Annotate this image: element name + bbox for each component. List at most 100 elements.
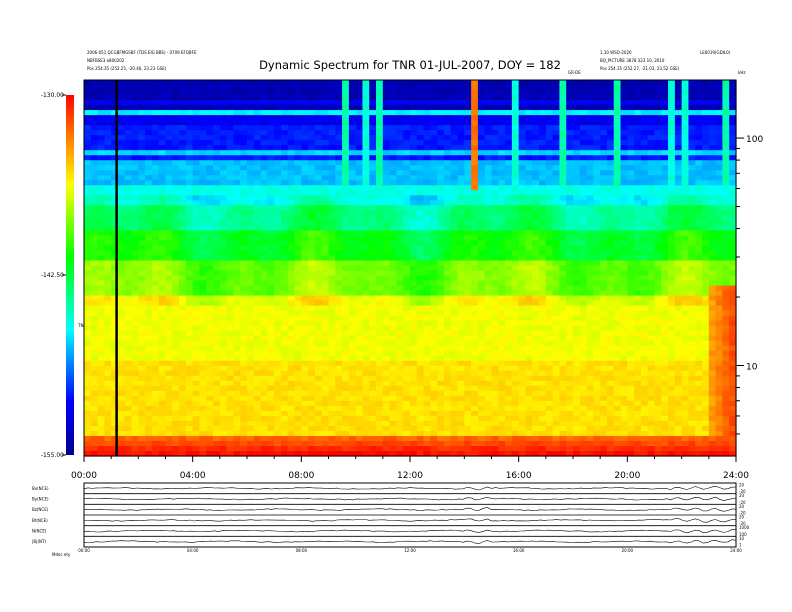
spectrogram-cell bbox=[484, 425, 493, 432]
spectrogram-cell bbox=[124, 285, 133, 292]
spectrogram-cell bbox=[416, 100, 425, 106]
spectrogram-cell bbox=[240, 85, 248, 91]
spectrogram-cell bbox=[308, 400, 316, 407]
spectrogram-cell bbox=[342, 315, 350, 322]
spectrogram-cell bbox=[505, 125, 513, 131]
spectrogram-cell bbox=[518, 160, 527, 166]
spectrogram-cell bbox=[226, 280, 235, 287]
spectrogram-cell bbox=[90, 245, 99, 252]
spectrogram-cell bbox=[138, 230, 146, 237]
spectrogram-cell bbox=[172, 145, 180, 151]
spectrogram-cell bbox=[104, 325, 112, 332]
spectrogram-cell bbox=[511, 415, 520, 422]
spectrogram-cell bbox=[199, 400, 207, 407]
spectrogram-cell bbox=[348, 105, 357, 111]
spectrogram-cell bbox=[403, 185, 411, 191]
spectrogram-cell bbox=[437, 160, 445, 166]
spectrogram-cell bbox=[382, 365, 391, 372]
spectrogram-cell bbox=[477, 225, 486, 231]
spectrogram-cell bbox=[117, 115, 126, 121]
spectrogram-cell bbox=[213, 350, 221, 357]
spectrogram-cell bbox=[233, 340, 241, 347]
spectrogram-cell bbox=[192, 290, 201, 297]
spectrogram-cell bbox=[111, 145, 119, 151]
spectrogram-cell bbox=[219, 345, 228, 352]
spectrogram-cell bbox=[505, 165, 513, 171]
spectrogram-cell bbox=[532, 150, 540, 156]
spectrogram-cell bbox=[369, 415, 377, 422]
spectrogram-cell bbox=[185, 250, 194, 257]
spectrogram-cell bbox=[321, 105, 330, 111]
spectrogram-cell bbox=[511, 440, 520, 447]
spectrogram-cell bbox=[165, 315, 173, 322]
spectrogram-cell bbox=[498, 345, 506, 352]
spectrogram-cell bbox=[240, 235, 248, 242]
spectrogram-cell bbox=[518, 140, 527, 146]
spectrogram-cell bbox=[145, 310, 153, 317]
spectrogram-cell bbox=[450, 160, 459, 166]
spectrogram-cell bbox=[301, 160, 309, 166]
spectrogram-cell bbox=[423, 450, 431, 457]
spectrogram-cell bbox=[240, 320, 248, 327]
spectrogram-cell bbox=[505, 200, 513, 206]
spectrogram-cell bbox=[84, 200, 92, 206]
spectrogram-cell bbox=[382, 80, 391, 86]
spectrogram-cell bbox=[355, 80, 364, 86]
spectrogram-cell bbox=[131, 345, 139, 352]
spectrogram-cell bbox=[90, 150, 99, 156]
spectrogram-cell bbox=[206, 315, 214, 322]
spectrogram-cell bbox=[131, 150, 139, 156]
spectrogram-cell bbox=[348, 220, 357, 226]
spectrogram-cell bbox=[165, 135, 173, 141]
spectrogram-cell bbox=[287, 130, 296, 136]
spectrogram-cell bbox=[403, 170, 411, 176]
spectrogram-cell bbox=[423, 405, 431, 412]
spectrogram-cell bbox=[111, 260, 119, 267]
spectrogram-cell bbox=[90, 340, 99, 347]
spectrogram-cell bbox=[477, 435, 486, 442]
spectrogram-cell bbox=[525, 250, 533, 257]
spectrogram-cell bbox=[172, 210, 180, 216]
spectrogram-cell bbox=[213, 95, 221, 101]
spectrogram-cell bbox=[192, 340, 201, 347]
spectrogram-cell bbox=[145, 315, 153, 322]
spectrogram-cell bbox=[151, 150, 160, 156]
spectrogram-cell bbox=[260, 220, 268, 226]
spectrogram-cell bbox=[308, 170, 316, 176]
spectrogram-cell bbox=[233, 250, 241, 257]
spectrogram-cell bbox=[117, 210, 126, 216]
spectrogram-cell bbox=[233, 125, 241, 131]
spectrogram-cell bbox=[498, 120, 506, 126]
spectrogram-cell bbox=[111, 450, 119, 457]
spectrogram-cell bbox=[185, 315, 194, 322]
spectrogram-cell bbox=[165, 230, 173, 237]
spectrogram-cell bbox=[267, 225, 275, 231]
spectrogram-cell bbox=[443, 340, 452, 347]
spectrogram-cell bbox=[287, 430, 296, 437]
spectrogram-cell bbox=[97, 195, 105, 201]
spectrogram-cell bbox=[498, 230, 506, 237]
spectrogram-cell bbox=[117, 155, 126, 161]
spectrogram-cell bbox=[138, 100, 146, 106]
spectrogram-cell bbox=[518, 335, 527, 342]
spectrogram-cell bbox=[179, 285, 187, 292]
spectrogram-cell bbox=[213, 110, 221, 116]
spectrogram-cell bbox=[90, 225, 99, 231]
spectrogram-cell bbox=[342, 145, 350, 151]
spectrogram-cell bbox=[145, 445, 153, 452]
spectrogram-cell bbox=[396, 220, 404, 226]
spectrogram-cell bbox=[369, 185, 377, 191]
spectrogram-cell bbox=[450, 355, 459, 362]
spectrogram-cell bbox=[410, 285, 418, 292]
spectrogram-cell bbox=[505, 135, 513, 141]
spectrogram-cell bbox=[403, 400, 411, 407]
spectrogram-cell bbox=[464, 325, 472, 332]
spectrogram-cell bbox=[505, 245, 513, 252]
spectrogram-cell bbox=[328, 420, 336, 427]
spectrogram-cell bbox=[199, 215, 207, 221]
spectrogram-cell bbox=[233, 240, 241, 247]
spectrogram-cell bbox=[104, 315, 112, 322]
spectrogram-cell bbox=[335, 250, 343, 257]
spectrogram-cell bbox=[233, 325, 241, 332]
